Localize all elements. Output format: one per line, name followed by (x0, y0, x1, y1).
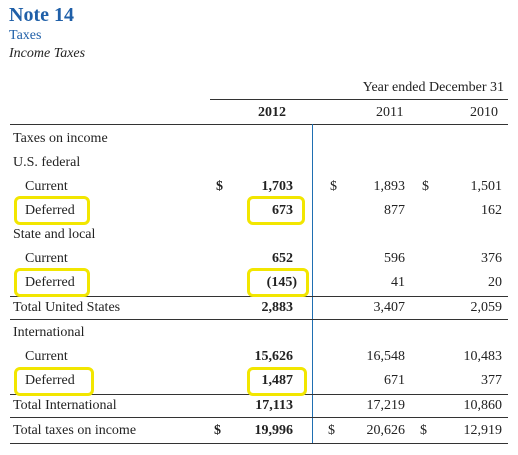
cell-2011: 877 (384, 203, 405, 218)
section-title: Income Taxes (9, 46, 86, 61)
cell-2012: 19,996 (254, 423, 294, 438)
currency-symbol: $ (328, 423, 335, 438)
cell-2012: 652 (272, 251, 293, 266)
cell-2010: 1,501 (470, 179, 503, 194)
row-label-state-and-local: State and local (13, 227, 96, 242)
cell-2011: 17,219 (366, 398, 406, 413)
cell-2011: 1,893 (373, 179, 406, 194)
cell-2010: 10,860 (463, 398, 503, 413)
cell-2011: 596 (384, 251, 405, 266)
cell-2010: 377 (481, 373, 502, 388)
cell-2010: 376 (481, 251, 502, 266)
row-rule (10, 417, 508, 418)
currency-symbol: $ (330, 179, 337, 194)
row-label-current: Current (25, 349, 68, 364)
row-label-deferred: Deferred (25, 373, 75, 388)
cell-2011: 671 (384, 373, 405, 388)
period-header: Year ended December 31 (362, 80, 504, 95)
highlight-deferred-value (247, 367, 307, 396)
row-rule (10, 319, 508, 320)
cell-2010: 12,919 (463, 423, 503, 438)
cell-2012: 15,626 (254, 349, 294, 364)
cell-2012: 1,703 (261, 179, 294, 194)
cell-2011: 41 (391, 275, 405, 290)
row-label-current: Current (25, 179, 68, 194)
header-rule (10, 124, 508, 125)
cell-2010: 162 (481, 203, 502, 218)
row-label-total-international: Total International (13, 398, 117, 413)
row-label-taxes-on-income: Taxes on income (13, 131, 108, 146)
year-2011: 2011 (376, 105, 404, 120)
cell-2012: 2,883 (261, 300, 294, 315)
note-subtitle: Taxes (9, 28, 42, 43)
cell-2011: 20,626 (366, 423, 406, 438)
cell-2010: 2,059 (470, 300, 503, 315)
year-2010: 2010 (470, 105, 498, 120)
currency-symbol: $ (422, 179, 429, 194)
cell-2012: 673 (272, 203, 293, 218)
row-label-us-federal: U.S. federal (13, 155, 81, 170)
note-title: Note 14 (9, 4, 74, 26)
highlight-deferred-label (14, 196, 90, 225)
currency-symbol: $ (216, 179, 223, 194)
cell-2012: 1,487 (261, 373, 294, 388)
cell-2010: 10,483 (463, 349, 503, 364)
cell-2011: 16,548 (366, 349, 406, 364)
row-label-current: Current (25, 251, 68, 266)
row-label-deferred: Deferred (25, 275, 75, 290)
row-rule (10, 443, 508, 444)
cell-2011: 3,407 (373, 300, 406, 315)
row-label-international: International (13, 325, 85, 340)
highlight-deferred-label (14, 268, 90, 297)
cell-2012: 17,113 (255, 398, 293, 413)
cell-2012: (145) (266, 275, 297, 290)
row-label-total-taxes-on-income: Total taxes on income (13, 423, 137, 438)
currency-symbol: $ (214, 423, 221, 438)
year-2012: 2012 (258, 105, 286, 120)
highlight-deferred-value (247, 196, 305, 225)
highlight-deferred-label (14, 367, 94, 396)
row-label-deferred: Deferred (25, 203, 75, 218)
period-rule (210, 99, 508, 100)
highlight-deferred-value (247, 268, 309, 297)
currency-symbol: $ (420, 423, 427, 438)
cell-2010: 20 (488, 275, 502, 290)
column-divider (312, 124, 313, 444)
row-label-total-united-states: Total United States (13, 300, 121, 315)
